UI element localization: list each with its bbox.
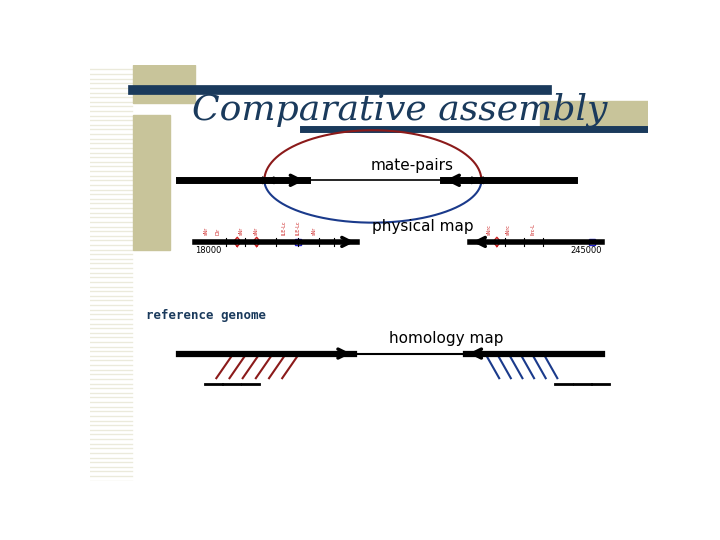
- Text: sNr: sNr: [312, 227, 318, 235]
- Text: ILE-Lc: ILE-Lc: [295, 221, 300, 235]
- Text: Comparative assembly: Comparative assembly: [192, 92, 608, 127]
- Text: sNr: sNr: [204, 227, 209, 235]
- Text: 245000: 245000: [570, 246, 601, 255]
- Text: Dlr: Dlr: [215, 228, 220, 235]
- Text: llrc-L: llrc-L: [531, 224, 536, 235]
- Text: sNr: sNr: [238, 227, 243, 235]
- Bar: [589, 239, 595, 245]
- Bar: [132, 65, 194, 103]
- Bar: [132, 115, 170, 249]
- Text: physical map: physical map: [372, 219, 474, 234]
- Text: homology map: homology map: [390, 331, 504, 346]
- Bar: [539, 101, 648, 130]
- Text: sNrc: sNrc: [487, 224, 492, 235]
- Text: reference genome: reference genome: [145, 309, 266, 322]
- Text: ILE-Lc: ILE-Lc: [282, 221, 287, 235]
- Text: mate-pairs: mate-pairs: [370, 158, 453, 173]
- Text: 18000: 18000: [194, 246, 221, 255]
- Bar: [294, 239, 301, 245]
- Text: sNr: sNr: [254, 227, 259, 235]
- Text: sNrc: sNrc: [506, 224, 511, 235]
